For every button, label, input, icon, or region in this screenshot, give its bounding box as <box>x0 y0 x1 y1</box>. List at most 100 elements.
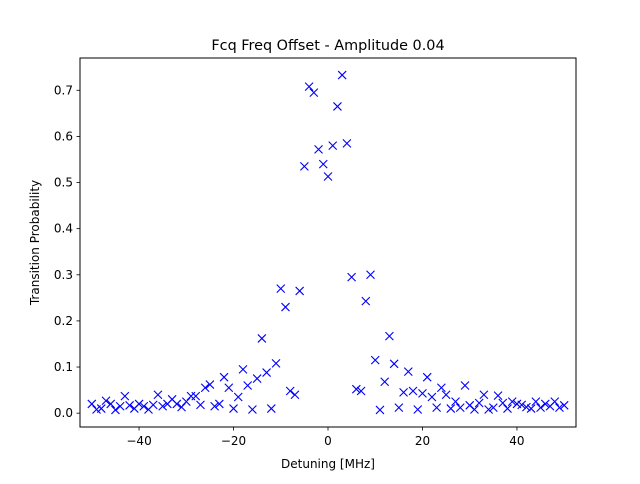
data-point-marker <box>285 386 295 396</box>
data-point-marker <box>177 402 186 412</box>
data-point-marker <box>101 396 111 406</box>
data-point-marker <box>446 404 456 413</box>
data-point-marker <box>536 403 545 413</box>
data-point-marker <box>559 400 569 410</box>
data-point-marker <box>271 358 281 368</box>
data-point-marker <box>394 403 404 413</box>
data-point-marker <box>210 401 220 411</box>
data-point-marker <box>484 405 493 414</box>
data-point-marker <box>403 367 413 377</box>
data-point-marker <box>96 404 106 413</box>
data-point-marker <box>375 405 385 415</box>
data-point-marker <box>233 392 243 402</box>
data-point-marker <box>106 399 116 409</box>
data-point-marker <box>229 404 238 413</box>
data-point-marker <box>488 403 498 413</box>
data-point-marker <box>408 386 418 396</box>
data-point-marker <box>498 398 508 408</box>
data-point-marker <box>470 405 479 414</box>
y-tick-label: 0.3 <box>54 268 73 282</box>
data-point-marker <box>555 403 564 413</box>
data-point-marker <box>309 88 319 97</box>
data-point-marker <box>276 284 286 294</box>
data-points <box>87 70 569 415</box>
data-point-marker <box>158 401 168 411</box>
data-point-marker <box>366 270 375 280</box>
data-point-marker <box>550 397 560 407</box>
data-point-marker <box>503 404 512 413</box>
data-point-marker <box>517 400 527 410</box>
data-point-marker <box>248 405 257 414</box>
data-point-marker <box>238 364 248 374</box>
data-point-marker <box>333 102 342 111</box>
data-point-marker <box>125 400 134 410</box>
data-point-marker <box>153 390 163 400</box>
data-point-marker <box>281 302 290 312</box>
chart-title: Fcq Freq Offset - Amplitude 0.04 <box>211 38 444 54</box>
data-point-marker <box>323 172 333 181</box>
data-point-marker <box>507 397 517 407</box>
data-point-marker <box>441 390 451 400</box>
x-axis-label: Detuning [MHz] <box>281 457 375 471</box>
x-tick-label: −20 <box>221 434 246 448</box>
data-point-marker <box>356 386 366 396</box>
data-point-marker <box>531 397 541 407</box>
data-point-marker <box>455 403 465 413</box>
x-tick-label: 20 <box>415 434 430 448</box>
data-point-marker <box>295 286 305 296</box>
data-point-marker <box>318 159 328 169</box>
data-point-marker <box>290 390 300 400</box>
data-point-marker <box>191 391 201 401</box>
data-point-marker <box>347 272 357 282</box>
data-point-marker <box>436 383 446 393</box>
data-point-marker <box>526 404 536 413</box>
data-point-marker <box>87 399 97 409</box>
data-point-marker <box>214 399 224 409</box>
y-tick-label: 0.6 <box>54 129 73 143</box>
data-point-marker <box>115 401 125 411</box>
x-tick-label: 0 <box>324 434 332 448</box>
data-point-marker <box>200 383 210 393</box>
y-axis-label: Transition Probability <box>28 180 42 306</box>
data-point-marker <box>252 374 262 383</box>
x-tick-label: −40 <box>126 434 151 448</box>
data-point-marker <box>361 296 371 306</box>
data-point-marker <box>493 391 503 401</box>
data-point-marker <box>418 388 427 398</box>
data-point-marker <box>139 401 149 411</box>
data-point-marker <box>460 381 470 390</box>
data-point-marker <box>342 138 352 148</box>
data-point-marker <box>224 383 234 393</box>
data-point-marker <box>540 399 550 409</box>
data-point-marker <box>243 381 253 390</box>
data-point-marker <box>328 141 338 151</box>
y-tick-label: 0.0 <box>54 406 73 420</box>
data-point-marker <box>337 70 347 80</box>
data-point-marker <box>262 368 271 377</box>
y-tick-label: 0.1 <box>54 360 73 374</box>
y-tick-label: 0.2 <box>54 314 73 328</box>
data-point-marker <box>314 144 323 154</box>
data-point-marker <box>299 162 309 171</box>
x-axis-ticks: −40 −20 0 20 40 <box>126 427 525 448</box>
data-point-marker <box>205 380 215 389</box>
data-point-marker <box>451 397 460 407</box>
data-point-marker <box>427 392 437 402</box>
plot-area-frame <box>79 57 577 428</box>
data-point-marker <box>120 391 130 401</box>
data-point-marker <box>134 399 144 409</box>
data-point-marker <box>380 377 390 387</box>
data-point-marker <box>432 403 442 413</box>
data-point-marker <box>479 390 489 400</box>
x-tick-label: 40 <box>509 434 524 448</box>
data-point-marker <box>172 399 182 409</box>
data-point-marker <box>422 372 432 382</box>
y-axis-ticks: 0.0 0.1 0.2 0.3 0.4 0.5 0.6 0.7 <box>54 83 80 420</box>
data-point-marker <box>304 82 314 91</box>
data-point-marker <box>148 400 158 410</box>
data-point-marker <box>266 404 276 413</box>
y-tick-label: 0.7 <box>54 83 73 97</box>
data-point-marker <box>389 359 399 369</box>
data-point-marker <box>385 331 394 341</box>
